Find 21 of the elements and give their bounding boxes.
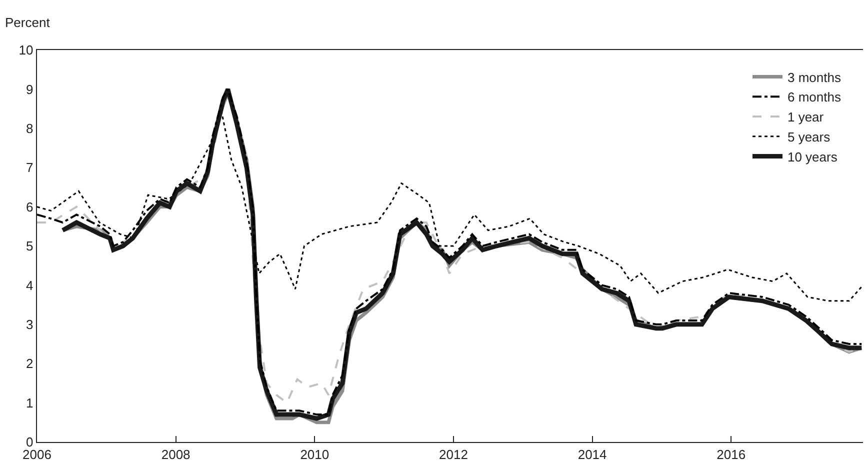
legend-label: 3 months	[787, 70, 842, 85]
x-tick-label: 2016	[716, 446, 746, 462]
legend-label: 5 years	[787, 129, 831, 144]
y-tick-label: 8	[26, 120, 34, 136]
x-tick-label: 2010	[300, 446, 330, 462]
y-tick-label: 5	[26, 238, 34, 254]
legend-label: 6 months	[787, 90, 842, 105]
y-tick-label: 9	[26, 82, 34, 97]
y-tick-label: 6	[26, 199, 34, 214]
y-tick-label: 2	[26, 356, 34, 372]
y-tick-label: 1	[26, 395, 34, 410]
y-axis-title: Percent	[5, 15, 50, 30]
y-tick-label: 7	[26, 160, 34, 176]
y-tick-label: 4	[26, 278, 34, 293]
y-tick-label: 10	[18, 42, 34, 58]
legend-label: 10 years	[787, 149, 838, 164]
x-tick-label: 2012	[439, 446, 468, 462]
x-tick-label: 2008	[161, 446, 190, 462]
x-tick-label: 2014	[578, 446, 607, 462]
legend-label: 1 year	[787, 110, 824, 125]
y-tick-label: 3	[26, 316, 34, 332]
